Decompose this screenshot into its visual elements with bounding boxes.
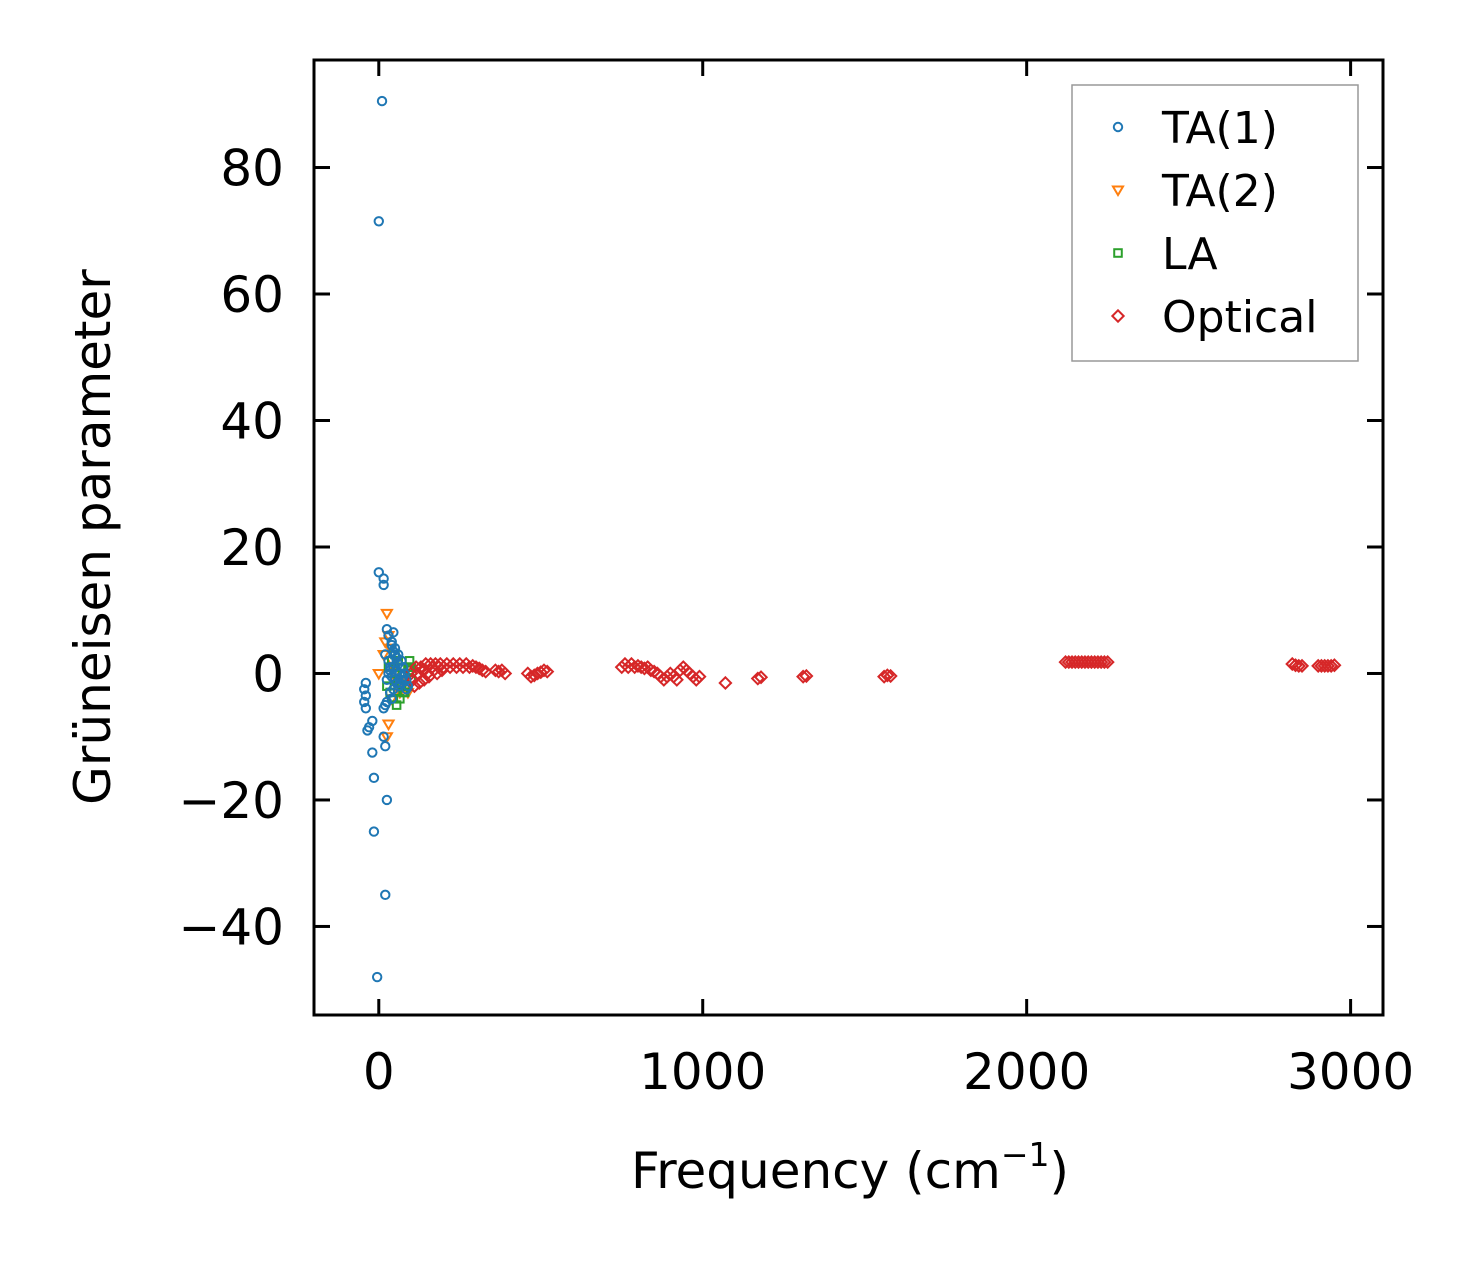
axes-frame bbox=[312, 58, 1385, 1017]
point-ta1 bbox=[367, 747, 378, 758]
y-tick-label: 80 bbox=[220, 140, 284, 198]
point-optical bbox=[468, 660, 484, 675]
y-tick-label: 60 bbox=[220, 266, 284, 324]
point-optical bbox=[536, 663, 552, 678]
y-tick-label: −20 bbox=[178, 772, 284, 830]
y-tick-label: 40 bbox=[220, 392, 284, 450]
legend: TA(1) TA(2) LA Optical bbox=[1071, 84, 1359, 362]
point-ta1 bbox=[386, 636, 397, 648]
point-ta1 bbox=[401, 674, 412, 686]
point-ta1 bbox=[376, 95, 388, 107]
point-optical bbox=[689, 672, 704, 687]
legend-marker-ta1 bbox=[1112, 121, 1124, 133]
x-tick-label: 2000 bbox=[963, 1043, 1090, 1101]
legend-marker-optical bbox=[1110, 308, 1126, 324]
x-tick-label: 1000 bbox=[639, 1043, 766, 1101]
point-ta1 bbox=[362, 725, 373, 736]
point-optical bbox=[799, 668, 814, 684]
point-optical bbox=[475, 663, 490, 678]
point-optical bbox=[692, 669, 707, 684]
y-axis-label: Grüneisen parameter bbox=[64, 269, 122, 805]
legend-marker-ta2 bbox=[1111, 185, 1125, 198]
point-optical bbox=[1097, 655, 1112, 670]
legend-label: TA(2) bbox=[1161, 166, 1278, 217]
plot-marks bbox=[359, 95, 1342, 983]
point-ta1 bbox=[378, 731, 389, 742]
point-optical bbox=[750, 671, 765, 686]
point-ta2 bbox=[371, 668, 386, 681]
point-ta1 bbox=[380, 889, 391, 901]
point-ta2 bbox=[381, 719, 396, 732]
point-ta1 bbox=[368, 826, 380, 837]
point-optical bbox=[630, 658, 646, 673]
point-ta1 bbox=[394, 668, 406, 679]
point-optical bbox=[523, 669, 539, 684]
point-optical bbox=[753, 670, 769, 685]
point-ta1 bbox=[378, 703, 389, 714]
point-optical bbox=[656, 672, 671, 687]
point-ta1 bbox=[380, 741, 391, 752]
point-ta1 bbox=[378, 579, 389, 591]
point-optical bbox=[643, 663, 658, 678]
point-optical bbox=[423, 656, 438, 672]
point-optical bbox=[796, 669, 811, 684]
point-ta1 bbox=[381, 794, 393, 806]
legend-label: Optical bbox=[1162, 292, 1317, 343]
point-optical bbox=[1100, 655, 1115, 670]
point-optical bbox=[1291, 658, 1306, 673]
point-ta1 bbox=[378, 573, 389, 584]
point-ta1 bbox=[383, 655, 394, 667]
y-tick-label: −40 bbox=[178, 898, 284, 956]
point-optical bbox=[1327, 658, 1342, 673]
point-optical bbox=[408, 660, 424, 675]
point-ta1 bbox=[373, 216, 384, 227]
point-ta1 bbox=[388, 627, 399, 638]
legend-label: TA(1) bbox=[1161, 103, 1278, 154]
point-ta1 bbox=[381, 674, 393, 686]
point-ta1 bbox=[359, 696, 370, 708]
x-axis-label: Frequency (cm−1) bbox=[631, 1135, 1069, 1200]
point-optical bbox=[1320, 658, 1336, 673]
point-optical bbox=[413, 660, 428, 675]
point-ta2 bbox=[380, 608, 394, 621]
point-optical bbox=[883, 668, 898, 684]
axis-tick-labels: 0 1000 2000 3000 −40 −20 0 20 40 60 80 bbox=[178, 140, 1414, 1101]
point-optical bbox=[1324, 658, 1339, 673]
point-ta1 bbox=[371, 971, 383, 983]
legend-marker-la bbox=[1113, 248, 1123, 258]
point-ta1 bbox=[360, 690, 372, 701]
point-ta1 bbox=[401, 684, 412, 695]
point-ta1 bbox=[384, 687, 396, 698]
point-optical bbox=[465, 658, 480, 673]
point-optical bbox=[407, 679, 422, 694]
point-optical bbox=[718, 675, 733, 691]
legend-label: LA bbox=[1162, 229, 1218, 280]
point-optical bbox=[498, 666, 513, 681]
point-optical bbox=[540, 664, 555, 679]
point-optical bbox=[877, 669, 892, 684]
y-tick-label: 0 bbox=[252, 645, 284, 703]
x-tick-label: 0 bbox=[363, 1043, 395, 1101]
point-ta1 bbox=[360, 703, 372, 714]
point-optical bbox=[412, 675, 427, 691]
point-optical bbox=[880, 668, 895, 683]
axis-ticks bbox=[314, 60, 1383, 1015]
point-ta1 bbox=[359, 684, 370, 695]
point-ta1 bbox=[360, 677, 372, 689]
point-ta1 bbox=[373, 567, 384, 578]
y-tick-label: 20 bbox=[220, 519, 284, 577]
point-ta1 bbox=[396, 655, 407, 667]
point-optical bbox=[669, 672, 684, 687]
point-ta1 bbox=[368, 772, 380, 784]
point-optical bbox=[1294, 658, 1310, 673]
x-tick-label: 3000 bbox=[1287, 1043, 1414, 1101]
